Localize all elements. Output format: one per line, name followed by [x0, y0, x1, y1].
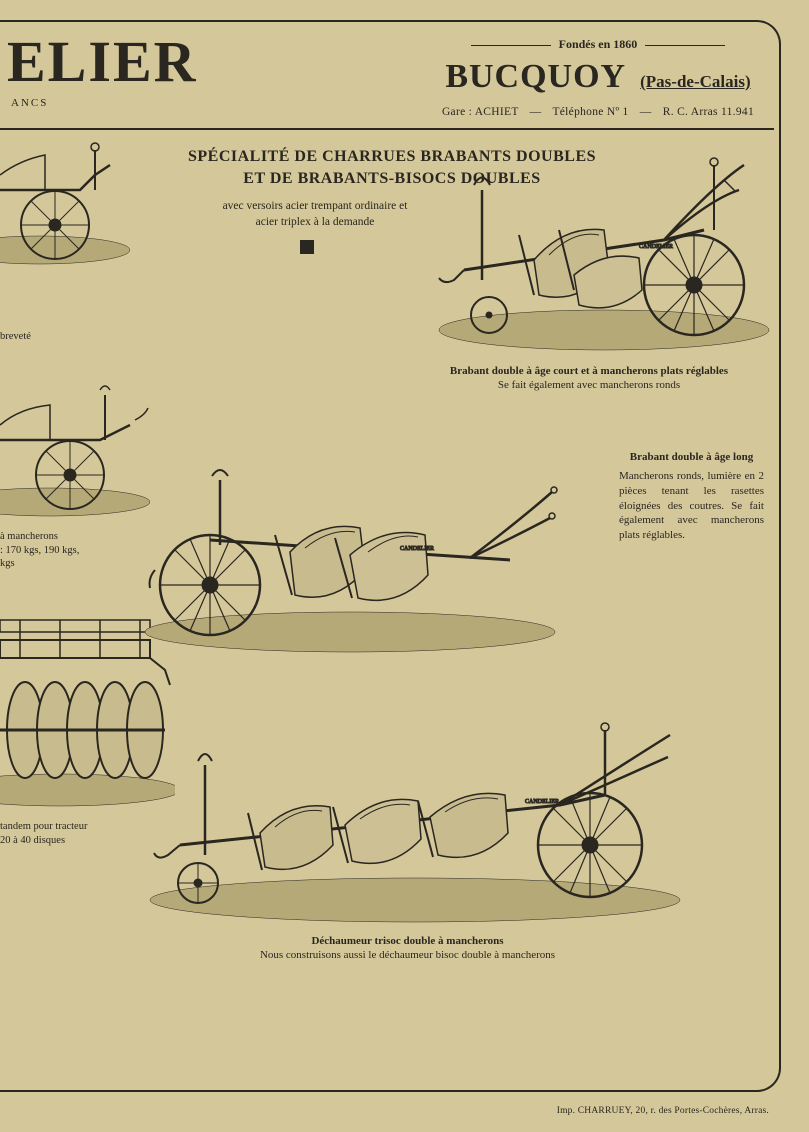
- address-block: Fondés en 1860 BUCQUOY (Pas-de-Calais) G…: [442, 33, 754, 118]
- tel-value: Nº 1: [607, 106, 629, 118]
- product-brabant-court: CANDELIER Brabant double à âge court et …: [404, 130, 774, 393]
- desc-brabant-long: Brabant double à âge long Mancherons ron…: [619, 450, 764, 543]
- department: (Pas-de-Calais): [640, 72, 750, 92]
- frag-tandem: tandem pour tracteur: [0, 820, 87, 834]
- ornament-square: [300, 240, 314, 254]
- svg-text:CANDELIER: CANDELIER: [400, 546, 434, 552]
- frag-brevete: breveté: [0, 331, 31, 342]
- rc-value: 11.941: [721, 106, 754, 118]
- desc-body: Mancherons ronds, lumière en 2 pièces te…: [619, 469, 764, 543]
- gare-label: Gare :: [442, 106, 472, 118]
- caption-plain-bottom: Nous construisons aussi le déchaumeur bi…: [260, 949, 555, 961]
- contact-row: Gare : ACHIET — Téléphone Nº 1 — R. C. A…: [442, 106, 754, 118]
- specialty-subtitle: avec versoirs acier trempant ordinaire e…: [220, 199, 410, 230]
- printer-imprint: Imp. CHARRUEY, 20, r. des Portes-Cochère…: [557, 1106, 769, 1116]
- founded-year: Fondés en 1860: [442, 37, 754, 52]
- brand-sub-fragment: ANCS: [7, 97, 198, 109]
- svg-text:CANDELIER: CANDELIER: [525, 799, 559, 805]
- caption-brabant-court: Brabant double à âge court et à manchero…: [404, 364, 774, 393]
- partial-plow-1: [0, 120, 130, 270]
- frag-disques: 20 à 40 disques: [0, 834, 87, 848]
- caption-dechaumeur: Déchaumeur trisoc double à mancherons No…: [130, 934, 685, 963]
- city-row: BUCQUOY (Pas-de-Calais): [442, 58, 754, 96]
- rc-label: R. C. Arras: [663, 106, 718, 118]
- desc-title: Brabant double à âge long: [619, 450, 764, 465]
- brand-block: ELIER ANCS: [5, 33, 198, 109]
- frag-weights: : 170 kgs, 190 kgs,: [0, 544, 79, 558]
- catalog-page: ELIER ANCS Fondés en 1860 BUCQUOY (Pas-d…: [0, 0, 809, 1132]
- content-area: SPÉCIALITÉ DE CHARRUES BRABANTS DOUBLES …: [0, 130, 774, 254]
- header: ELIER ANCS Fondés en 1860 BUCQUOY (Pas-d…: [0, 25, 774, 130]
- svg-text:CANDELIER: CANDELIER: [639, 244, 673, 250]
- product-brabant-long: CANDELIER: [120, 440, 560, 660]
- frag-kgs: kgs: [0, 557, 79, 571]
- left-caption-3: tandem pour tracteur 20 à 40 disques: [0, 820, 87, 847]
- left-caption-2: à mancherons : 170 kgs, 190 kgs, kgs: [0, 530, 79, 571]
- brand-name-fragment: ELIER: [7, 33, 198, 91]
- product-dechaumeur-trisoc: CANDELIER Déchaumeur trisoc double à man…: [130, 695, 685, 963]
- caption-bold: Brabant double à âge court et à manchero…: [450, 365, 728, 377]
- left-caption-1: breveté: [0, 330, 31, 344]
- tel-label: Téléphone: [552, 106, 603, 118]
- caption-plain: Se fait également avec mancherons ronds: [498, 379, 680, 391]
- gare-value: ACHIET: [475, 106, 519, 118]
- frag-mancherons: à mancherons: [0, 530, 79, 544]
- city: BUCQUOY: [445, 58, 626, 96]
- caption-bold-bottom: Déchaumeur trisoc double à mancherons: [311, 935, 503, 947]
